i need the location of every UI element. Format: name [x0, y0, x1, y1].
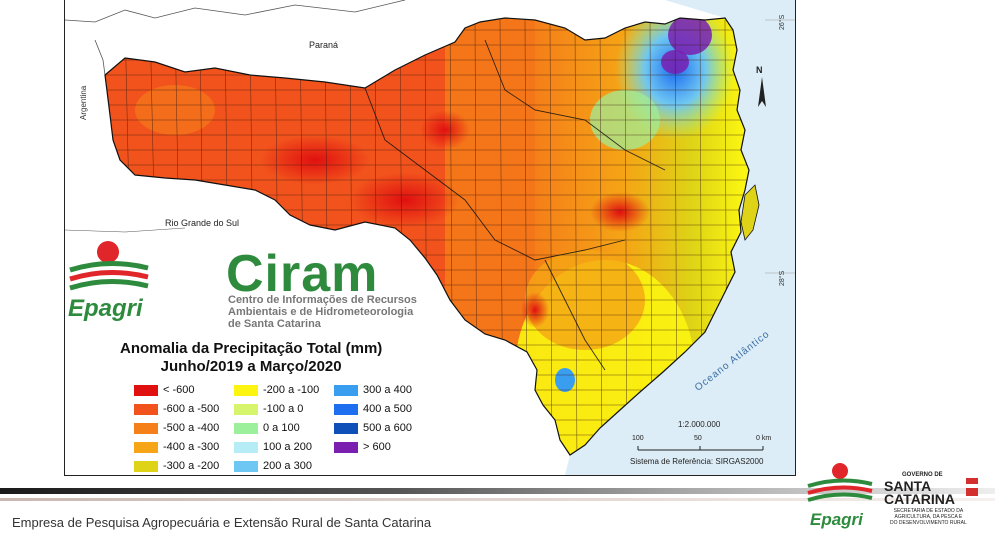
- north-arrow-icon: N: [752, 65, 772, 115]
- governo-secretaria: SECRETARIA DE ESTADO DA AGRICULTURA, DA …: [890, 508, 967, 526]
- governo-line-5: AGRICULTURA, DA PESCA E: [894, 514, 963, 520]
- scale-bar-graphic: [637, 446, 764, 451]
- legend-label: 500 a 600: [363, 422, 412, 434]
- governo-line-4: SECRETARIA DE ESTADO DA: [893, 508, 964, 514]
- legend-swatch: [334, 403, 358, 415]
- legend-swatch: [234, 422, 258, 434]
- legend-swatch: [234, 441, 258, 453]
- footer-epagri-word: Epagri: [810, 510, 863, 529]
- label-argentina: Argentina: [79, 85, 88, 120]
- legend-item: -500 a -400: [134, 421, 219, 435]
- map-svg: [65, 0, 795, 475]
- legend-swatch: [234, 384, 258, 396]
- scale-bar: 1:2.000.000 100 50 0 km Sistema de Refer…: [630, 420, 780, 470]
- legend-swatch: [134, 441, 158, 453]
- ciram-subtitle-line-1: Centro de Informações de Recursos: [228, 294, 417, 306]
- legend-swatch: [334, 384, 358, 396]
- epagri-title: Epagri: [68, 295, 143, 322]
- ciram-subtitle-line-3: de Santa Catarina: [228, 318, 321, 330]
- legend-title-line-1: Anomalia da Precipitação Total (mm): [120, 340, 383, 357]
- legend-swatch: [134, 422, 158, 434]
- scale-tick-100: 100: [632, 435, 644, 442]
- legend-swatch: [334, 422, 358, 434]
- label-rio-grande-do-sul: Rio Grande do Sul: [165, 218, 240, 228]
- legend-label: -300 a -200: [163, 460, 220, 472]
- legend-label: -400 a -300: [163, 441, 220, 453]
- label-lat-28: 28°S: [779, 270, 786, 286]
- legend-item: > 600: [334, 440, 391, 454]
- legend-label: -200 a -100: [263, 384, 320, 396]
- legend-swatch: [134, 460, 158, 472]
- legend-label: -100 a 0: [263, 403, 304, 415]
- legend-item: -200 a -100: [234, 383, 319, 397]
- footer-divider-secondary: [0, 498, 995, 501]
- legend-item: 0 a 100: [234, 421, 300, 435]
- legend-label: 200 a 300: [263, 460, 312, 472]
- footer-governo-logo: GOVERNO DE SANTA CATARINA SECRETARIA DE …: [884, 472, 984, 532]
- legend-title: Anomalia da Precipitação Total (mm) Junh…: [120, 340, 382, 376]
- legend-item: 300 a 400: [334, 383, 412, 397]
- legend-swatch: [234, 460, 258, 472]
- legend-item: -600 a -500: [134, 402, 219, 416]
- legend-title-line-2: Junho/2019 a Março/2020: [160, 358, 342, 375]
- legend-label: < -600: [163, 384, 195, 396]
- governo-line-6: DO DESENVOLVIMENTO RURAL: [890, 520, 967, 526]
- ciram-logo: Ciram Epagri Centro de Informações de Re…: [68, 240, 428, 335]
- ciram-subtitle-line-2: Ambientais e de Hidrometeorologia: [228, 306, 414, 318]
- footer-text: Empresa de Pesquisa Agropecuária e Exten…: [12, 515, 432, 530]
- legend-item: 100 a 200: [234, 440, 312, 454]
- governo-line-3: CATARINA: [884, 491, 956, 507]
- legend-item: -100 a 0: [234, 402, 303, 416]
- label-lat-26: 26°S: [779, 14, 786, 30]
- scale-tick-50: 50: [694, 435, 702, 442]
- legend-swatch: [134, 384, 158, 396]
- label-parana: Paraná: [309, 40, 339, 50]
- legend-swatch: [134, 403, 158, 415]
- governo-line-2: SANTA: [884, 478, 932, 494]
- legend-swatch: [234, 403, 258, 415]
- legend-item: 200 a 300: [234, 459, 312, 473]
- governo-flag-icon: [966, 478, 978, 496]
- legend-item: 500 a 600: [334, 421, 412, 435]
- precipitation-anomaly-map: Paraná Argentina Rio Grande do Sul Ocean…: [64, 0, 796, 476]
- legend-label: -600 a -500: [163, 403, 220, 415]
- legend-label: -500 a -400: [163, 422, 220, 434]
- legend-label: 400 a 500: [363, 403, 412, 415]
- reference-system: Sistema de Referência: SIRGAS2000: [630, 457, 764, 466]
- ciram-title: Ciram: [226, 245, 379, 303]
- legend-item: -300 a -200: [134, 459, 219, 473]
- scale-ratio: 1:2.000.000: [678, 420, 721, 429]
- legend-item: -400 a -300: [134, 440, 219, 454]
- legend-label: 300 a 400: [363, 384, 412, 396]
- scale-tick-0: 0 km: [756, 435, 772, 442]
- legend-swatch: [334, 441, 358, 453]
- footer-divider: [0, 488, 995, 494]
- governo-line-1: GOVERNO DE: [902, 472, 943, 478]
- legend-label: > 600: [363, 441, 391, 453]
- ciram-subtitle: Centro de Informações de Recursos Ambien…: [228, 294, 417, 330]
- footer-epagri-emblem-icon: [807, 463, 873, 502]
- north-label: N: [756, 65, 763, 75]
- legend-label: 100 a 200: [263, 441, 312, 453]
- epagri-emblem-icon: [69, 241, 149, 291]
- legend-item: < -600: [134, 383, 195, 397]
- legend-item: 400 a 500: [334, 402, 412, 416]
- footer-epagri-logo: Epagri: [806, 462, 876, 532]
- legend-label: 0 a 100: [263, 422, 300, 434]
